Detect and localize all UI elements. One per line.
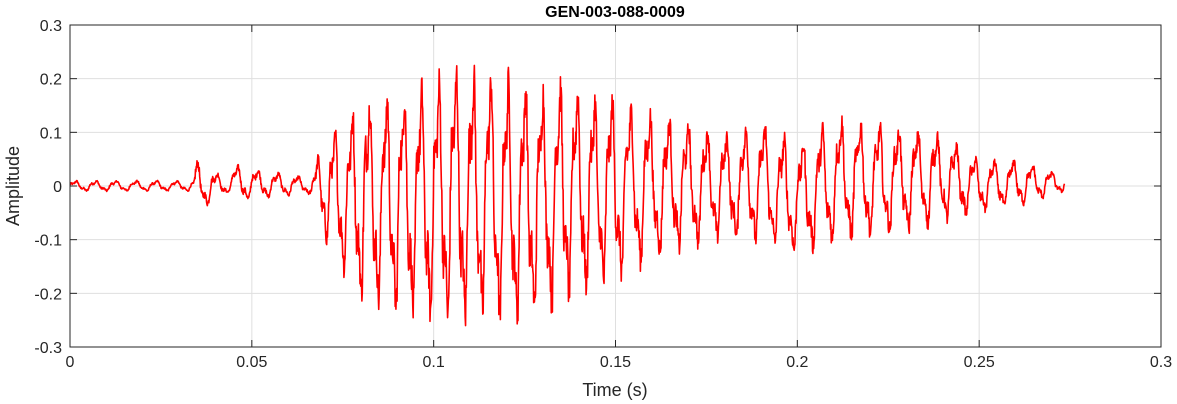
y-tick-label: 0 (53, 179, 62, 196)
series-layer (69, 64, 1066, 327)
x-tick-label: 0.3 (1150, 354, 1172, 371)
x-tick-label: 0.2 (786, 354, 808, 371)
y-tick-label: -0.2 (34, 286, 62, 303)
x-tick-label: 0 (66, 354, 75, 371)
y-tick-label: -0.3 (34, 340, 62, 357)
chart-title: GEN-003-088-0009 (545, 4, 685, 21)
y-tick-label: 0.2 (40, 72, 62, 89)
y-tick-label: -0.1 (34, 233, 62, 250)
x-tick-label: 0.15 (600, 354, 631, 371)
series-line (69, 64, 1066, 327)
x-tick-label: 0.1 (423, 354, 445, 371)
y-tick-label: 0.3 (40, 18, 62, 35)
ticks: 0 0.05 0.1 0.15 0.2 0.25 0.3 -0.3 -0.2 -0.1 0 0.1 0.… (34, 18, 1172, 371)
x-tick-label: 0.25 (964, 354, 995, 371)
x-axis-label: Time (s) (582, 380, 647, 400)
y-tick-label: 0.1 (40, 125, 62, 142)
y-axis-label: Amplitude (3, 146, 23, 226)
x-tick-label: 0.05 (236, 354, 267, 371)
